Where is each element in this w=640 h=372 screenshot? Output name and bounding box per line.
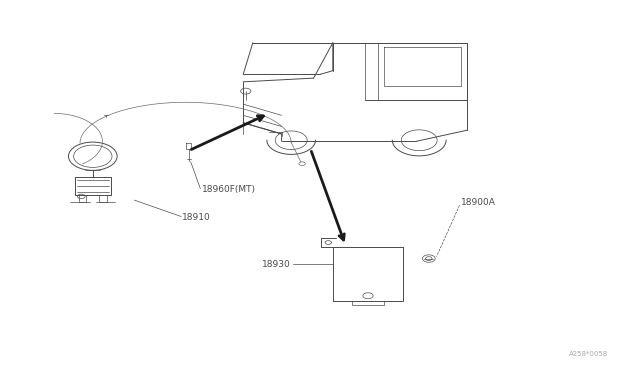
Text: 18910: 18910 [182, 213, 211, 222]
Text: 18930: 18930 [262, 260, 291, 269]
Text: A258*0058: A258*0058 [569, 351, 608, 357]
Text: 18900A: 18900A [461, 198, 495, 207]
Text: 18960F(MT): 18960F(MT) [202, 185, 255, 194]
